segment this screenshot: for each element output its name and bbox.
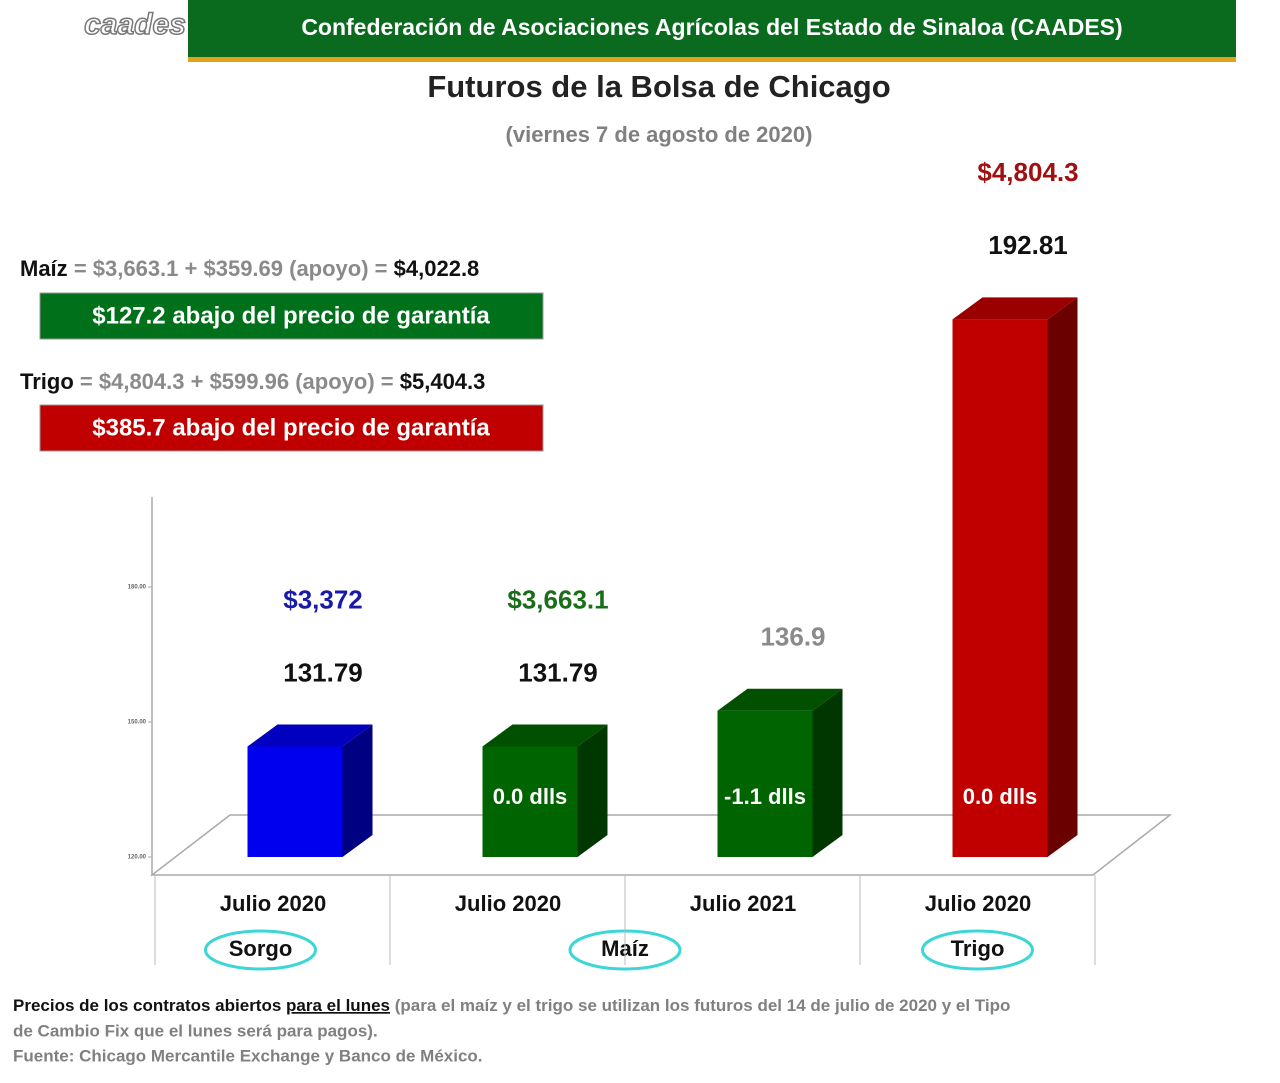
bar-side xyxy=(812,688,843,857)
footer-lead: Precios de los contratos abiertos xyxy=(13,996,281,1015)
header-bar xyxy=(188,0,1236,57)
group-oval xyxy=(204,929,317,971)
bar-front xyxy=(952,319,1048,858)
bar-side xyxy=(1047,297,1078,858)
x-tick-label: Julio 2021 xyxy=(690,891,796,916)
footer-note: (para el maíz y el trigo se utilizan los… xyxy=(395,996,1011,1015)
value-label: 192.81 xyxy=(988,230,1068,260)
summary-total: $4,022.8 xyxy=(394,256,480,281)
summary-formula: Maíz = $3,663.1 + $359.69 (apoyo) = $4,0… xyxy=(20,256,479,281)
summary-box-text: $127.2 abajo del precio de garantía xyxy=(92,302,490,329)
bar-side xyxy=(342,724,373,857)
summary-box xyxy=(39,404,544,452)
value-label: 131.79 xyxy=(518,657,598,687)
price-label: $3,372 xyxy=(283,584,363,614)
value-label: 131.79 xyxy=(283,657,363,687)
x-tick-label: Julio 2020 xyxy=(220,891,326,916)
footer-source: Fuente: Chicago Mercantile Exchange y Ba… xyxy=(13,1046,483,1065)
bar xyxy=(952,297,1078,858)
change-label: -1.1 dlls xyxy=(724,784,806,809)
logo: caades xyxy=(84,8,186,41)
summary-crop: Maíz xyxy=(20,256,68,281)
x-tick-label: Julio 2020 xyxy=(925,891,1031,916)
summary-sum: = $3,663.1 + $359.69 (apoyo) = xyxy=(74,256,388,281)
group-label: Sorgo xyxy=(229,936,293,961)
footer-line: Precios de los contratos abiertos para e… xyxy=(13,996,1010,1015)
bar-top xyxy=(717,688,843,711)
footer-underlined: para el lunes xyxy=(286,996,390,1015)
change-label: 0.0 dlls xyxy=(493,784,568,809)
value-label: 136.9 xyxy=(760,622,825,652)
y-tick-label: 120.00 xyxy=(128,855,147,861)
price-label: $3,663.1 xyxy=(507,584,608,614)
summary-crop: Trigo xyxy=(20,369,74,394)
chart-title: Futuros de la Bolsa de Chicago xyxy=(427,69,890,104)
bar-front xyxy=(717,710,813,857)
bar-top xyxy=(482,724,608,747)
footer-note: de Cambio Fix que el lunes será para pag… xyxy=(13,1021,378,1040)
summary-sum: = $4,804.3 + $599.96 (apoyo) = xyxy=(80,369,394,394)
y-tick-label: 180.00 xyxy=(128,585,147,591)
bar xyxy=(247,724,373,857)
change-label: 0.0 dlls xyxy=(963,784,1038,809)
summary-total: $5,404.3 xyxy=(400,369,486,394)
y-tick-label: 150.00 xyxy=(128,720,147,726)
summary-formula: Trigo = $4,804.3 + $599.96 (apoyo) = $5,… xyxy=(20,369,485,394)
group-label: Trigo xyxy=(951,936,1005,961)
bar-front xyxy=(482,746,578,857)
bar xyxy=(717,688,843,857)
bar-top xyxy=(247,724,373,747)
header-rule xyxy=(188,57,1236,62)
bar-side xyxy=(577,724,608,857)
price-label: $4,804.3 xyxy=(977,157,1078,187)
summary-box-text: $385.7 abajo del precio de garantía xyxy=(92,414,490,441)
header-title: Confederación de Asociaciones Agrícolas … xyxy=(301,14,1122,40)
group-oval xyxy=(921,929,1034,971)
summary-box xyxy=(39,292,544,340)
x-tick-label: Julio 2020 xyxy=(455,891,561,916)
chart-subtitle: (viernes 7 de agosto de 2020) xyxy=(506,122,813,147)
bar xyxy=(482,724,608,857)
floor xyxy=(149,814,1173,876)
bar-top xyxy=(952,297,1078,320)
bar-front xyxy=(247,746,343,857)
